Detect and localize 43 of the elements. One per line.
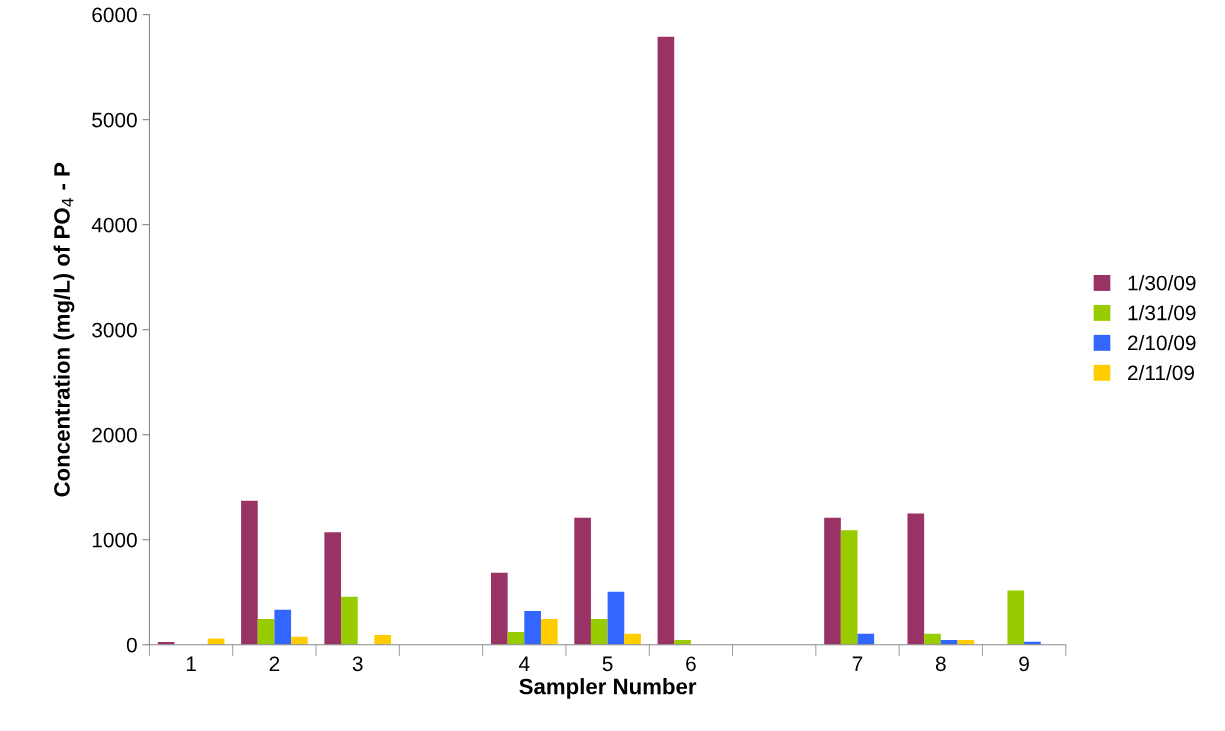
bar: [207, 638, 225, 645]
bar: [524, 611, 541, 645]
bar: [657, 36, 675, 645]
y-tick-label: 1000: [92, 532, 137, 548]
bar: [324, 532, 342, 645]
bar: [540, 619, 558, 645]
legend-label: 2/11/09: [1128, 364, 1194, 381]
x-tick-label: 4: [518, 656, 530, 671]
legend-label: 1/31/09: [1128, 305, 1196, 321]
x-tick-label: 9: [1019, 656, 1029, 672]
bar: [507, 632, 525, 645]
bar: [241, 500, 258, 645]
bar: [574, 517, 591, 645]
bar: [607, 591, 625, 645]
x-axis-title: Sampler Number: [519, 678, 697, 699]
x-tick-label: 1: [186, 656, 196, 671]
y-tick-label: 6000: [92, 7, 137, 23]
x-tick-label: 8: [935, 656, 946, 672]
bar: [374, 635, 392, 645]
bar: [257, 619, 275, 645]
x-tick-label: 5: [602, 656, 613, 672]
bar: [924, 633, 941, 645]
y-tick-label: 5000: [92, 112, 137, 128]
bar: [590, 619, 608, 645]
x-tick-label: 7: [852, 656, 863, 671]
y-tick-label: 3000: [92, 322, 137, 338]
x-tick-label: 3: [352, 656, 363, 672]
bar: [624, 633, 641, 645]
bar: [1007, 590, 1025, 645]
bar: [341, 596, 358, 645]
legend-label: 1/30/09: [1128, 275, 1196, 291]
y-tick-label: 4000: [91, 217, 137, 233]
y-axis-title: Concentration (mg/L) of PO$_{4}$ - P: [53, 162, 75, 497]
bar: [824, 517, 841, 645]
bar: [907, 513, 925, 645]
bar: [274, 609, 292, 645]
x-tick-label: 2: [269, 656, 280, 671]
y-tick-label: 2000: [92, 427, 137, 443]
legend-label: 2/10/09: [1128, 335, 1196, 351]
bar: [490, 572, 508, 645]
x-tick-label: 6: [686, 656, 696, 672]
bar: [840, 530, 858, 645]
y-tick-label: 0: [126, 637, 137, 653]
